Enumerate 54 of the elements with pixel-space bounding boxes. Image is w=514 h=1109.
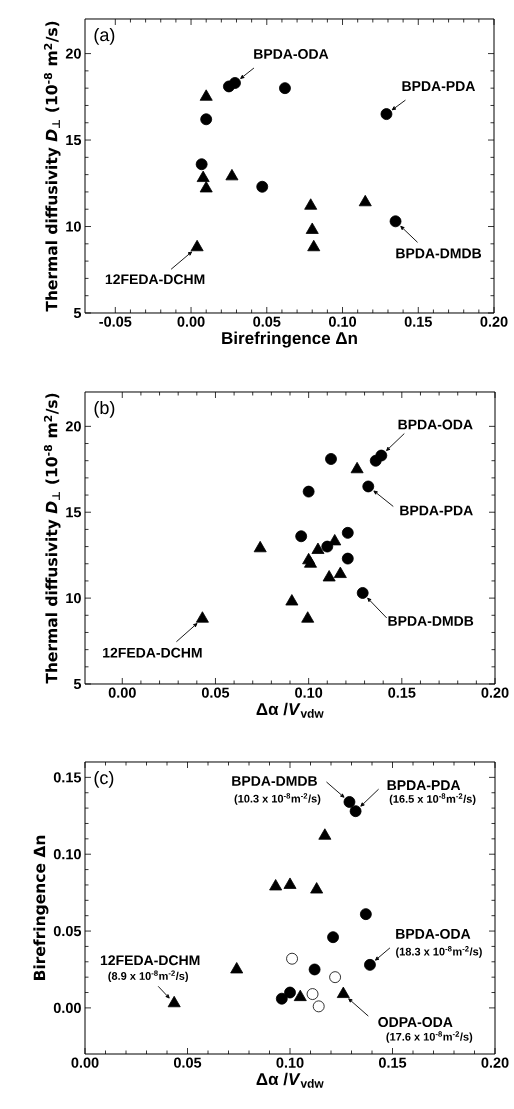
annotation: BPDA-ODA [254,49,329,59]
annotation: (c) [94,770,114,788]
x-tick-label: 0.20 [480,316,508,327]
x-tick-label: 0.00 [108,687,136,698]
y-tick-label: 20 [65,421,81,432]
x-tick-label: 0.20 [481,687,509,698]
y-tick-label: 10 [66,592,81,604]
annotation: (17.6 x 10$^{-8}$m$^{-2}$/s) [386,1031,473,1043]
annotation: BPDA-DMDB [396,248,482,259]
y-tick-label: 0.00 [53,1002,81,1014]
annotation: 12FEDA-DCHM [105,274,205,285]
annotation: (16.5 x 10$^{-8}$m$^{-2}$/s) [389,793,476,805]
x-tick-label: 0.05 [253,316,281,327]
x-axis-title: Birefringence Δn [222,331,357,348]
x-tick-label: 0.10 [328,316,357,327]
x-tick-label: -0.05 [99,316,132,327]
y-tick-label: 0.05 [53,925,82,937]
y-tick-label: 20 [65,48,81,59]
y-tick-label: 10 [66,221,81,232]
y-tick-label: 15 [66,135,82,146]
y-axis-title: Birefringence Δn [33,835,49,980]
annotation: (a) [94,28,115,45]
y-tick-label: 5 [73,307,82,319]
x-tick-label: 0.15 [404,316,432,327]
x-tick-label: 0.00 [177,316,205,327]
annotation: 12FEDA-DCHM [103,647,202,658]
annotation: ODPA-ODA [378,1017,453,1028]
y-tick-label: 15 [66,507,82,518]
x-tick-label: 0.05 [201,687,230,698]
x-tick-label: 0.10 [276,1057,304,1068]
annotation: BPDA-PDA [387,780,461,790]
annotation: BPDA-DMDB [232,776,317,786]
y-tick-label: 5 [73,678,82,690]
annotation: (b) [94,400,115,418]
annotation: BPDA-PDA [400,505,473,516]
x-tick-label: 0.15 [378,1057,407,1068]
annotation: BPDA-PDA [402,81,476,91]
annotation: (18.3 x 10$^{-8}$m$^{-2}$/s) [396,946,482,958]
y-tick-label: 0.15 [53,772,82,783]
annotation: BPDA-DMDB [388,616,474,626]
annotation: BPDA-ODA [398,419,473,430]
x-tick-label: 0.15 [388,687,416,698]
annotation: (10.3 x 10$^{-8}$m$^{-2}$/s) [234,793,321,805]
y-axis-title: Thermal diffusivity D$_{⊥}$ (10$^{-8}$ m$^{2}$/s) [43,393,61,684]
x-axis-title: Δα /V$_{vdw}$ [256,702,324,718]
x-tick-label: 0.20 [481,1057,509,1068]
y-axis-title: Thermal diffusivity D$_{⊥}$ (10$^{-8}$ m$^{2}$/s) [43,21,61,312]
annotation: BPDA-ODA [396,928,471,939]
x-tick-label: 0.05 [173,1057,202,1068]
y-tick-label: 0.10 [53,849,81,860]
annotation: 12FEDA-DCHM [100,955,200,966]
x-tick-label: 0.10 [295,687,323,698]
x-axis-title: Δα /V$_{vdw}$ [256,1072,324,1088]
annotation: (8.9 x 10$^{-8}$m$^{-2}$/s) [108,970,188,983]
